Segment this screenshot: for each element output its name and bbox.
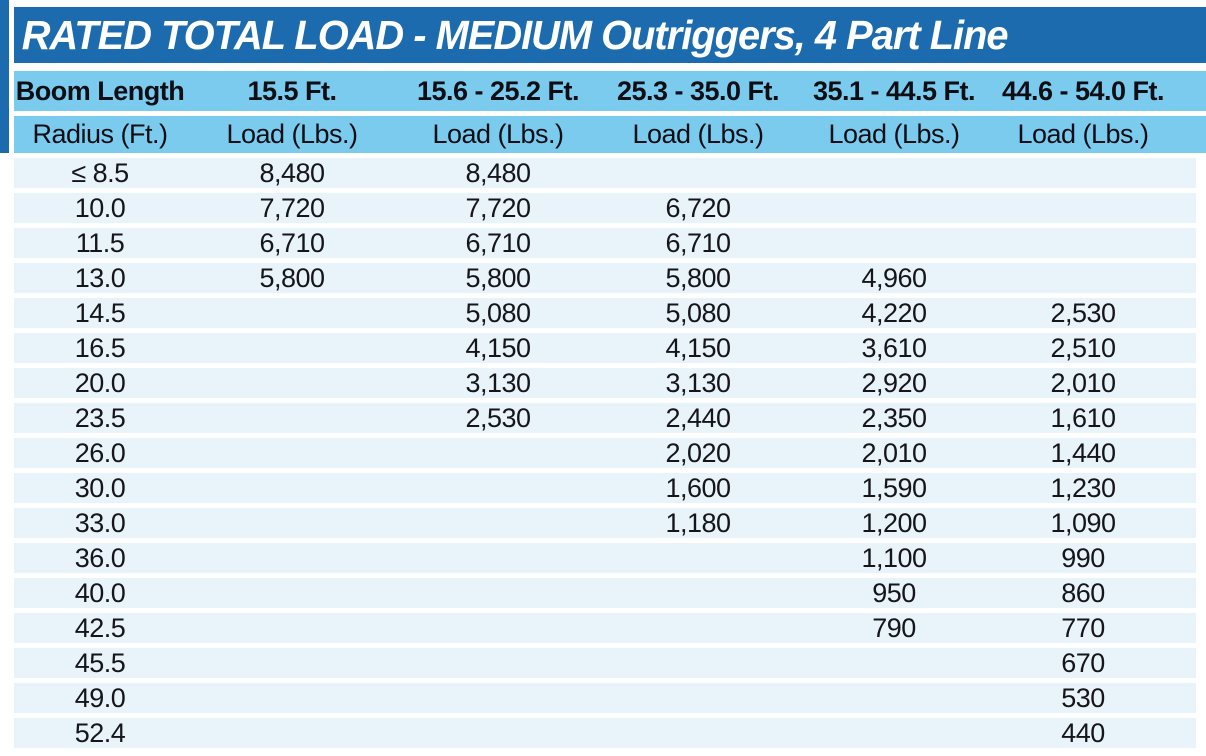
load-cell: 1,200 <box>861 508 927 538</box>
load-cell: 5,800 <box>259 263 325 293</box>
load-cell: 6,720 <box>665 193 731 223</box>
load-cell: 1,590 <box>861 473 927 503</box>
left-border-accent <box>0 0 9 153</box>
load-cell: 860 <box>1061 578 1105 608</box>
load-cell: 1,610 <box>1050 403 1116 433</box>
load-cell: 5,080 <box>665 298 731 328</box>
load-cell: 2,530 <box>465 403 531 433</box>
table-row: 45.5 670 <box>14 648 1196 678</box>
column-header-radius: Radius (Ft.) <box>32 119 168 149</box>
load-cell: 1,440 <box>1050 438 1116 468</box>
load-cell: 2,350 <box>861 403 927 433</box>
load-cell: 1,230 <box>1050 473 1116 503</box>
column-header-boom-35-1-44-5: 35.1 - 44.5 Ft. <box>812 75 976 106</box>
radius-cell: 13.0 <box>74 263 126 293</box>
table-row: 14.5 5,080 5,080 4,220 2,530 <box>14 298 1196 328</box>
load-cell: 440 <box>1061 718 1105 748</box>
column-header-boom-25-3-35-0: 25.3 - 35.0 Ft. <box>616 75 780 106</box>
load-cell: 1,090 <box>1050 508 1116 538</box>
load-cell: 2,510 <box>1050 333 1116 363</box>
load-cell: 3,130 <box>665 368 731 398</box>
radius-cell: 49.0 <box>74 683 126 713</box>
radius-cell: 26.0 <box>74 438 126 468</box>
load-cell: 5,800 <box>465 263 531 293</box>
table-row: 52.4 440 <box>14 718 1196 748</box>
load-cell: 2,020 <box>665 438 731 468</box>
load-cell: 3,130 <box>465 368 531 398</box>
table-row: 26.0 2,020 2,010 1,440 <box>14 438 1196 468</box>
radius-cell: 23.5 <box>74 403 126 433</box>
table-row: 10.0 7,720 7,720 6,720 <box>14 193 1196 223</box>
load-cell: 1,180 <box>665 508 731 538</box>
column-header-boom-length: Boom Length <box>15 75 185 106</box>
radius-cell: 10.0 <box>74 193 126 223</box>
radius-cell: 20.0 <box>74 368 126 398</box>
load-cell: 6,710 <box>665 228 731 258</box>
load-cell: 5,800 <box>665 263 731 293</box>
title-bar: RATED TOTAL LOAD - MEDIUM Outriggers, 4 … <box>14 7 1206 63</box>
table-row: 16.5 4,150 4,150 3,610 2,510 <box>14 333 1196 363</box>
radius-cell: 33.0 <box>74 508 126 538</box>
load-cell: 8,480 <box>259 158 325 188</box>
load-cell: 790 <box>872 613 916 643</box>
radius-cell: 45.5 <box>74 648 126 678</box>
load-cell: 770 <box>1061 613 1105 643</box>
load-cell: 7,720 <box>465 193 531 223</box>
load-cell: 2,010 <box>861 438 927 468</box>
table-row: 30.0 1,600 1,590 1,230 <box>14 473 1196 503</box>
column-header-boom-15-5: 15.5 Ft. <box>247 75 337 106</box>
load-cell: 5,080 <box>465 298 531 328</box>
table-row: 36.0 1,100 990 <box>14 543 1196 573</box>
load-cell: 4,220 <box>861 298 927 328</box>
load-cell: 6,710 <box>259 228 325 258</box>
table-row: 11.5 6,710 6,710 6,710 <box>14 228 1196 258</box>
radius-cell: 36.0 <box>74 543 126 573</box>
load-cell: 2,530 <box>1050 298 1116 328</box>
table-row: 13.0 5,800 5,800 5,800 4,960 <box>14 263 1196 293</box>
load-cell: 530 <box>1061 683 1105 713</box>
radius-cell: 42.5 <box>74 613 126 643</box>
column-header-load-5: Load (Lbs.) <box>1017 119 1149 149</box>
load-cell: 7,720 <box>259 193 325 223</box>
page-title: RATED TOTAL LOAD - MEDIUM Outriggers, 4 … <box>21 11 1009 58</box>
table-row: 23.5 2,530 2,440 2,350 1,610 <box>14 403 1196 433</box>
load-cell: 4,150 <box>665 333 731 363</box>
load-cell: 1,100 <box>861 543 927 573</box>
units-header-row: Radius (Ft.) Load (Lbs.) Load (Lbs.) Loa… <box>14 116 1206 153</box>
load-cell: 4,960 <box>861 263 927 293</box>
load-cell: 2,920 <box>861 368 927 398</box>
column-header-load-2: Load (Lbs.) <box>432 119 564 149</box>
table-row: 20.0 3,130 3,130 2,920 2,010 <box>14 368 1196 398</box>
load-cell: 8,480 <box>465 158 531 188</box>
table-row: ≤ 8.5 8,480 8,480 <box>14 158 1196 188</box>
table-row: 49.0 530 <box>14 683 1196 713</box>
load-cell: 2,440 <box>665 403 731 433</box>
radius-cell: 16.5 <box>74 333 126 363</box>
column-header-boom-15-6-25-2: 15.6 - 25.2 Ft. <box>416 75 580 106</box>
column-header-boom-44-6-54-0: 44.6 - 54.0 Ft. <box>1001 75 1165 106</box>
load-cell: 1,600 <box>665 473 731 503</box>
load-cell: 950 <box>872 578 916 608</box>
load-cell: 4,150 <box>465 333 531 363</box>
column-header-load-1: Load (Lbs.) <box>226 119 358 149</box>
boom-length-header-row: Boom Length 15.5 Ft. 15.6 - 25.2 Ft. 25.… <box>14 71 1206 111</box>
column-header-load-3: Load (Lbs.) <box>632 119 764 149</box>
radius-cell: 11.5 <box>75 228 125 258</box>
load-cell: 6,710 <box>465 228 531 258</box>
load-cell: 670 <box>1061 648 1105 678</box>
table-row: 33.0 1,180 1,200 1,090 <box>14 508 1196 538</box>
load-cell: 2,010 <box>1050 368 1116 398</box>
column-header-load-4: Load (Lbs.) <box>828 119 960 149</box>
table-row: 40.0 950 860 <box>14 578 1196 608</box>
radius-cell: ≤ 8.5 <box>71 158 129 188</box>
radius-cell: 52.4 <box>74 718 126 748</box>
table-row: 42.5 790 770 <box>14 613 1196 643</box>
radius-cell: 40.0 <box>74 578 126 608</box>
load-cell: 990 <box>1061 543 1105 573</box>
load-cell: 3,610 <box>861 333 927 363</box>
radius-cell: 30.0 <box>74 473 126 503</box>
radius-cell: 14.5 <box>74 298 126 328</box>
table-body: ≤ 8.5 8,480 8,480 10.0 7,720 7,720 6,720 11.5 6,… <box>14 158 1196 753</box>
